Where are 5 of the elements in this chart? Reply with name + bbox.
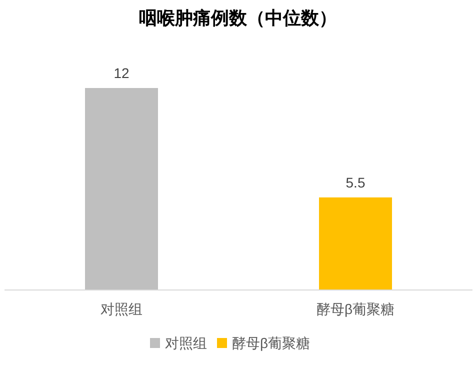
chart-title: 咽喉肿痛例数（中位数）	[139, 8, 337, 28]
data-label: 5.5	[346, 174, 366, 190]
legend-label: 对照组	[165, 335, 207, 351]
legend-label: 酵母β葡聚糖	[232, 335, 310, 351]
data-label: 12	[114, 65, 130, 81]
